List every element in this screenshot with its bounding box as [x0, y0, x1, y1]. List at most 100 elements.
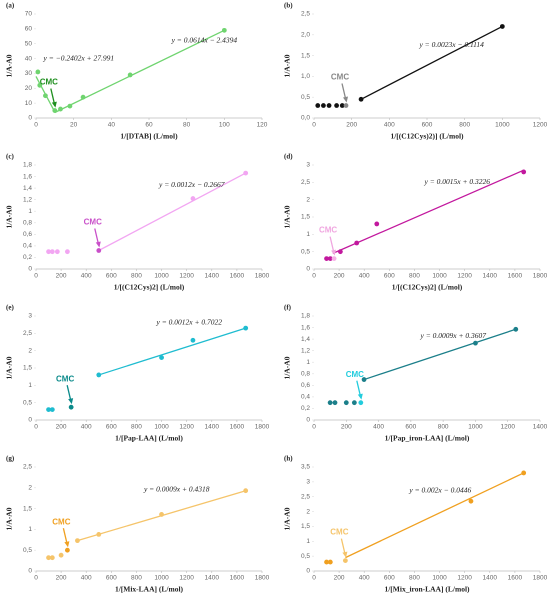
x-tick-label: 1000 [468, 424, 483, 431]
y-tick-label: 1,5 [301, 52, 310, 59]
x-tick-label: 0 [34, 122, 38, 129]
x-tick-label: 200 [346, 122, 357, 129]
y-tick-label: 0 [306, 417, 310, 424]
cmc-arrow-head [68, 398, 74, 405]
y-tick-label: 0 [28, 568, 32, 575]
y-tick-label: 20 [25, 85, 33, 92]
y-tick-label: 1 [306, 359, 310, 366]
x-tick-label: 400 [373, 424, 384, 431]
x-tick-label: 800 [409, 273, 420, 280]
y-tick-label: 1,4 [23, 185, 32, 192]
y-tick-label: 2,5 [301, 179, 310, 186]
data-point [337, 249, 343, 255]
x-tick-label: 200 [334, 273, 345, 280]
data-point [58, 552, 64, 558]
x-tick-label: 1200 [179, 273, 194, 280]
y-tick-label: 1 [306, 538, 310, 545]
x-tick-label: 200 [56, 273, 67, 280]
panel: (a) 0 20 40 60 80 100 120 0 10 20 30 40 50 60 70 1/[DTAB… [5, 2, 268, 141]
data-point [96, 531, 102, 537]
data-point [46, 407, 51, 412]
cmc-label: CMC [52, 517, 70, 526]
y-tick-label: 2,5 [301, 493, 310, 500]
data-point [80, 94, 86, 100]
y-axis-label: 1/A-A0 [5, 356, 14, 379]
cmc-arrow-head [64, 541, 70, 548]
y-tick-label: 0,6 [301, 382, 310, 389]
y-tick-label: 3,5 [301, 464, 310, 471]
data-point [354, 240, 360, 246]
x-tick-label: 1400 [533, 424, 548, 431]
x-tick-label: 1800 [533, 273, 548, 280]
y-tick-label: 3 [306, 162, 310, 169]
data-point [46, 555, 51, 561]
x-tick-label: 200 [341, 424, 352, 431]
x-tick-label: 0 [34, 575, 38, 582]
data-point [326, 103, 332, 108]
y-tick-label: 2,5 [301, 11, 310, 18]
data-point [52, 108, 58, 113]
x-axis-label: 1/[Mix_iron-LAA] (L/mol) [384, 585, 470, 594]
cmc-arrow-head [342, 551, 348, 558]
data-point [499, 24, 505, 29]
y-tick-label: 10 [25, 100, 33, 107]
data-point [49, 407, 55, 412]
panel-title: (b) [284, 2, 293, 10]
x-tick-label: 120 [257, 122, 268, 129]
y-axis-label: 1/A-A0 [283, 54, 292, 77]
cmc-label: CMC [319, 226, 337, 235]
y-tick-label: 2,5 [23, 330, 32, 337]
cmc-label: CMC [40, 78, 58, 87]
y-tick-label: 3 [306, 479, 310, 486]
x-tick-label: 400 [81, 424, 92, 431]
y-tick-label: 1 [306, 231, 310, 238]
y-tick-label: 60 [25, 26, 33, 33]
x-tick-label: 1200 [457, 273, 472, 280]
data-point [67, 103, 73, 109]
y-tick-label: 3 [28, 313, 32, 320]
y-tick-label: 0,2 [301, 405, 310, 412]
data-point [221, 27, 227, 33]
cmc-label: CMC [346, 370, 364, 379]
y-tick-label: 0 [28, 266, 32, 273]
y-tick-label: 1,2 [301, 347, 310, 354]
x-tick-label: 1600 [508, 273, 523, 280]
data-point [521, 470, 527, 476]
y-tick-label: 1 [28, 208, 32, 215]
cmc-label: CMC [330, 528, 348, 537]
data-point [43, 93, 48, 99]
y-tick-label: 0,0 [301, 115, 310, 122]
cmc-label: CMC [84, 218, 102, 227]
x-axis-label: 1/[Pap_iron-LAA] (L/mol) [385, 434, 470, 443]
data-point [331, 256, 337, 261]
x-tick-label: 400 [384, 122, 395, 129]
data-point [64, 249, 70, 255]
data-point [327, 256, 333, 261]
y-tick-label: 1 [28, 382, 32, 389]
panel: (h) 0 200 400 600 800 1000 1200 1400 1600 1800 0 0,5… [283, 455, 548, 594]
data-point [96, 248, 102, 253]
panel: (c) 0 200 400 600 800 1000 1200 1400 1600 1800 0 0,2… [5, 153, 270, 292]
x-tick-label: 0 [312, 273, 316, 280]
x-tick-label: 1600 [230, 424, 245, 431]
x-tick-label: 800 [131, 575, 142, 582]
data-point [46, 249, 51, 255]
y-tick-label: 0,5 [23, 399, 32, 406]
y-tick-label: 0 [28, 115, 32, 122]
y-tick-label: 0,8 [23, 219, 32, 226]
trend-line [98, 327, 246, 376]
y-axis-label: 1/A-A0 [5, 507, 14, 530]
data-point [54, 249, 60, 255]
data-point [521, 169, 527, 175]
data-point [327, 400, 333, 406]
data-point [324, 256, 329, 261]
panel-title: (e) [6, 304, 14, 312]
x-axis-label: 1/[Mix-LAA] (L/mol) [115, 585, 184, 594]
data-point [127, 72, 133, 78]
fit-equation: y = −0.2402x + 27.991 [43, 53, 115, 62]
panel-title: (d) [284, 153, 293, 161]
y-axis-label: 1/A-A0 [283, 356, 292, 379]
x-axis-label: 1/[(C12Cys)2)] (L/mol) [390, 132, 464, 141]
